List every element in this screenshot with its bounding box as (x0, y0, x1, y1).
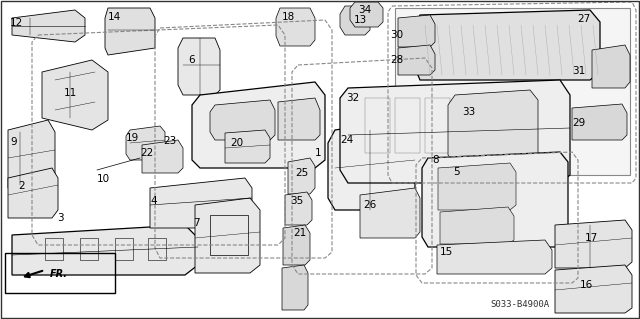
Text: 35: 35 (290, 196, 303, 206)
Text: 2: 2 (18, 181, 24, 191)
Polygon shape (398, 45, 435, 75)
Polygon shape (328, 120, 415, 210)
Text: 22: 22 (140, 148, 153, 158)
Text: 21: 21 (293, 228, 307, 238)
Text: 12: 12 (10, 18, 23, 28)
Bar (5, 253, 115, 293)
Polygon shape (42, 60, 108, 130)
Text: 25: 25 (295, 168, 308, 178)
Text: 13: 13 (354, 15, 367, 25)
Text: S033-B4900A: S033-B4900A (490, 300, 549, 309)
Polygon shape (12, 10, 85, 42)
Text: 10: 10 (97, 174, 110, 184)
Polygon shape (572, 104, 627, 140)
Text: 3: 3 (57, 213, 63, 223)
Bar (365, 98, 390, 153)
Text: 20: 20 (230, 138, 243, 148)
Text: 4: 4 (150, 196, 157, 206)
Polygon shape (195, 198, 260, 273)
Text: 11: 11 (64, 88, 77, 98)
Polygon shape (340, 6, 370, 35)
Text: 26: 26 (363, 200, 376, 210)
Polygon shape (276, 8, 315, 46)
Text: 28: 28 (390, 55, 403, 65)
Text: 6: 6 (188, 55, 195, 65)
Polygon shape (360, 188, 420, 238)
Bar (460, 98, 485, 153)
Text: 27: 27 (577, 14, 590, 24)
Text: 18: 18 (282, 12, 295, 22)
Polygon shape (398, 15, 435, 47)
Bar (80, 238, 98, 260)
Polygon shape (437, 240, 552, 274)
Text: 1: 1 (315, 148, 322, 158)
Polygon shape (150, 178, 252, 228)
Text: 9: 9 (10, 137, 17, 147)
Polygon shape (422, 152, 568, 247)
Polygon shape (288, 158, 315, 194)
Polygon shape (555, 220, 632, 268)
Polygon shape (282, 265, 308, 310)
Text: 17: 17 (585, 233, 598, 243)
Polygon shape (192, 82, 325, 168)
Bar (148, 238, 166, 260)
Polygon shape (210, 100, 275, 140)
Text: 29: 29 (572, 118, 585, 128)
Polygon shape (350, 2, 383, 27)
Polygon shape (8, 168, 58, 218)
Text: 7: 7 (193, 218, 200, 228)
Text: 14: 14 (108, 12, 121, 22)
Polygon shape (340, 80, 570, 183)
Polygon shape (448, 90, 538, 165)
Polygon shape (178, 38, 220, 95)
Text: 31: 31 (572, 66, 585, 76)
Text: 16: 16 (580, 280, 593, 290)
Text: 23: 23 (163, 136, 176, 146)
Text: 5: 5 (453, 167, 460, 177)
Polygon shape (285, 192, 312, 225)
Bar (115, 238, 133, 260)
Polygon shape (126, 126, 165, 160)
Text: 8: 8 (432, 155, 438, 165)
Polygon shape (142, 140, 183, 173)
Text: FR.: FR. (50, 269, 68, 279)
Polygon shape (283, 225, 310, 265)
Polygon shape (225, 130, 270, 163)
Text: 19: 19 (126, 133, 140, 143)
Polygon shape (278, 98, 320, 140)
Bar (395, 98, 420, 153)
Text: 34: 34 (358, 5, 371, 15)
Text: 24: 24 (340, 135, 353, 145)
Polygon shape (592, 45, 630, 88)
Polygon shape (440, 207, 514, 244)
Text: 32: 32 (346, 93, 359, 103)
Polygon shape (438, 163, 516, 210)
Polygon shape (105, 8, 155, 55)
Polygon shape (8, 120, 55, 195)
Polygon shape (12, 225, 198, 275)
Bar (45, 238, 63, 260)
Bar (210, 215, 248, 255)
Text: 33: 33 (462, 107, 476, 117)
Text: 15: 15 (440, 247, 453, 257)
Bar (425, 98, 450, 153)
Polygon shape (555, 265, 632, 313)
Text: 30: 30 (390, 30, 403, 40)
Polygon shape (415, 10, 600, 80)
Polygon shape (395, 8, 630, 175)
